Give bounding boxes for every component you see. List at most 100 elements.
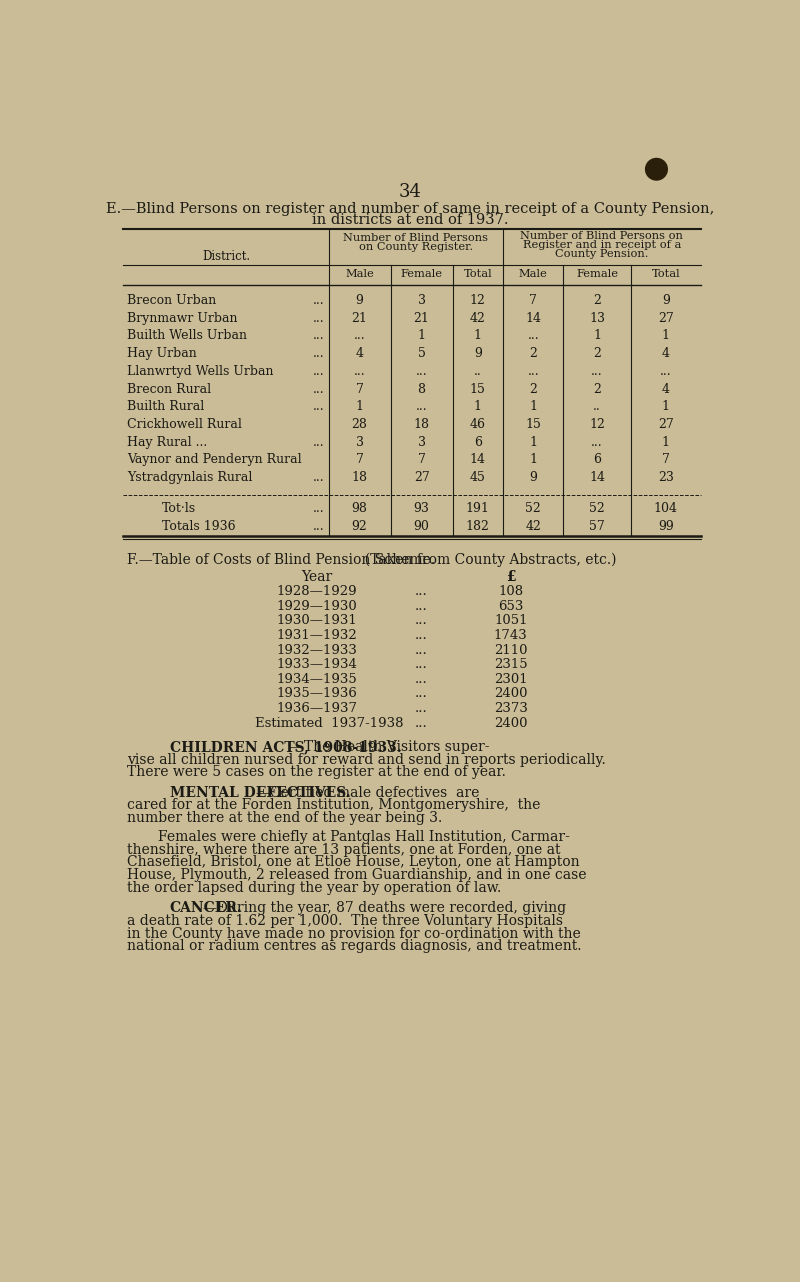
Text: 14: 14 <box>470 454 486 467</box>
Text: Chasefield, Bristol, one at Etloe House, Leyton, one at Hampton: Chasefield, Bristol, one at Etloe House,… <box>127 855 580 869</box>
Text: 15: 15 <box>526 418 541 431</box>
Text: 42: 42 <box>526 519 541 532</box>
Text: CHILDREN ACTS, 1908-1933.: CHILDREN ACTS, 1908-1933. <box>170 740 402 754</box>
Text: ...: ... <box>313 519 325 532</box>
Text: in the County have made no provision for co-ordination with the: in the County have made no provision for… <box>127 927 581 941</box>
Text: Brynmawr Urban: Brynmawr Urban <box>127 312 238 324</box>
Text: 21: 21 <box>352 312 367 324</box>
Text: 3: 3 <box>418 294 426 306</box>
Text: Hay Urban: Hay Urban <box>127 347 197 360</box>
Text: 27: 27 <box>658 418 674 431</box>
Text: Number of Blind Persons on: Number of Blind Persons on <box>520 231 683 241</box>
Text: Hay Rural ...: Hay Rural ... <box>127 436 207 449</box>
Text: 92: 92 <box>352 519 367 532</box>
Text: 3: 3 <box>356 436 364 449</box>
Text: 46: 46 <box>470 418 486 431</box>
Text: ...: ... <box>313 470 325 485</box>
Text: 3: 3 <box>418 436 426 449</box>
Text: ...: ... <box>415 644 428 656</box>
Text: Tot·ls: Tot·ls <box>162 501 196 515</box>
Text: thenshire, where there are 13 patients, one at Forden, one at: thenshire, where there are 13 patients, … <box>127 842 561 856</box>
Text: Total: Total <box>463 269 492 279</box>
Text: the order lapsed during the year by operation of law.: the order lapsed during the year by oper… <box>127 881 502 895</box>
Text: 9: 9 <box>356 294 363 306</box>
Text: ...: ... <box>313 329 325 342</box>
Text: 34: 34 <box>398 183 422 201</box>
Text: 52: 52 <box>590 501 605 515</box>
Text: ...: ... <box>527 365 539 378</box>
Text: 28: 28 <box>352 418 367 431</box>
Text: 1929—1930: 1929—1930 <box>277 600 358 613</box>
Text: ...: ... <box>415 673 428 686</box>
Text: 18: 18 <box>414 418 430 431</box>
Text: 2: 2 <box>530 382 537 396</box>
Text: Builth Rural: Builth Rural <box>127 400 204 413</box>
Text: 1928—1929: 1928—1929 <box>277 585 358 597</box>
Text: 1933—1934: 1933—1934 <box>277 658 358 672</box>
Text: Female: Female <box>401 269 442 279</box>
Text: (Taken from County Abstracts, etc.): (Taken from County Abstracts, etc.) <box>356 553 616 567</box>
Text: ...: ... <box>354 365 366 378</box>
Text: number there at the end of the year being 3.: number there at the end of the year bein… <box>127 812 442 826</box>
Text: 1: 1 <box>474 400 482 413</box>
Text: ...: ... <box>313 312 325 324</box>
Text: ...: ... <box>415 614 428 627</box>
Text: 6: 6 <box>474 436 482 449</box>
Text: 1: 1 <box>662 400 670 413</box>
Text: 2: 2 <box>530 347 537 360</box>
Text: ..: .. <box>474 365 482 378</box>
Text: 1935—1936: 1935—1936 <box>277 687 358 700</box>
Text: 93: 93 <box>414 501 430 515</box>
Text: ...: ... <box>416 365 427 378</box>
Text: 4: 4 <box>662 382 670 396</box>
Text: 90: 90 <box>414 519 430 532</box>
Text: ...: ... <box>313 347 325 360</box>
Text: E.—Blind Persons on register and number of same in receipt of a County Pension,: E.—Blind Persons on register and number … <box>106 201 714 215</box>
Text: on County Register.: on County Register. <box>358 241 473 251</box>
Text: 191: 191 <box>466 501 490 515</box>
Text: Totals 1936: Totals 1936 <box>162 519 236 532</box>
Text: ...: ... <box>591 436 603 449</box>
Text: 1: 1 <box>474 329 482 342</box>
Text: 1930—1931: 1930—1931 <box>277 614 358 627</box>
Text: vise all children nursed for reward and send in reports periodically.: vise all children nursed for reward and … <box>127 753 606 767</box>
Text: 1: 1 <box>662 436 670 449</box>
Text: a death rate of 1.62 per 1,000.  The three Voluntary Hospitals: a death rate of 1.62 per 1,000. The thre… <box>127 914 563 928</box>
Text: —During the year, 87 deaths were recorded, giving: —During the year, 87 deaths were recorde… <box>203 901 566 915</box>
Text: 1: 1 <box>593 329 601 342</box>
Text: 1: 1 <box>530 436 538 449</box>
Text: 7: 7 <box>356 454 363 467</box>
Text: 182: 182 <box>466 519 490 532</box>
Text: 2400: 2400 <box>494 717 527 729</box>
Text: 42: 42 <box>470 312 486 324</box>
Text: ...: ... <box>415 717 428 729</box>
Text: 27: 27 <box>414 470 430 485</box>
Text: Brecon Rural: Brecon Rural <box>127 382 211 396</box>
Text: 5: 5 <box>418 347 426 360</box>
Text: Llanwrtyd Wells Urban: Llanwrtyd Wells Urban <box>127 365 274 378</box>
Text: Ystradgynlais Rural: Ystradgynlais Rural <box>127 470 253 485</box>
Text: 18: 18 <box>352 470 368 485</box>
Text: 1: 1 <box>418 329 426 342</box>
Text: ...: ... <box>313 436 325 449</box>
Text: ..: .. <box>594 400 601 413</box>
Text: Number of Blind Persons: Number of Blind Persons <box>343 233 488 244</box>
Text: 1051: 1051 <box>494 614 527 627</box>
Text: ...: ... <box>313 294 325 306</box>
Text: MENTAL DEFECTIVES.: MENTAL DEFECTIVES. <box>170 786 350 800</box>
Text: 45: 45 <box>470 470 486 485</box>
Text: House, Plymouth, 2 released from Guardianship, and in one case: House, Plymouth, 2 released from Guardia… <box>127 868 586 882</box>
Text: CANCER.: CANCER. <box>170 901 242 915</box>
Text: 12: 12 <box>470 294 486 306</box>
Text: national or radium centres as regards diagnosis, and treatment.: national or radium centres as regards di… <box>127 940 582 954</box>
Text: ...: ... <box>415 629 428 642</box>
Text: 2: 2 <box>594 294 601 306</box>
Circle shape <box>646 159 667 179</box>
Text: ...: ... <box>415 703 428 715</box>
Text: ...: ... <box>313 400 325 413</box>
Text: 1: 1 <box>356 400 364 413</box>
Text: Builth Wells Urban: Builth Wells Urban <box>127 329 247 342</box>
Text: 14: 14 <box>589 470 605 485</box>
Text: 1: 1 <box>662 329 670 342</box>
Text: 7: 7 <box>418 454 426 467</box>
